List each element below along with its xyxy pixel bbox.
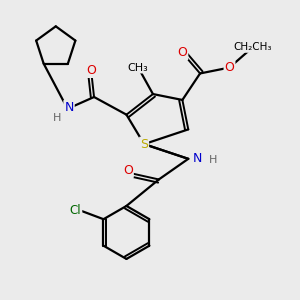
Text: H: H (209, 155, 218, 165)
Text: CH₃: CH₃ (128, 63, 148, 73)
Text: S: S (140, 138, 148, 151)
Text: CH₂CH₃: CH₂CH₃ (234, 42, 272, 52)
Text: Cl: Cl (70, 204, 81, 217)
Text: N: N (64, 101, 74, 114)
Text: N: N (192, 152, 202, 165)
Text: O: O (225, 61, 234, 74)
Text: O: O (123, 164, 133, 177)
Text: O: O (86, 64, 96, 77)
Text: O: O (178, 46, 187, 59)
Text: H: H (53, 112, 61, 123)
